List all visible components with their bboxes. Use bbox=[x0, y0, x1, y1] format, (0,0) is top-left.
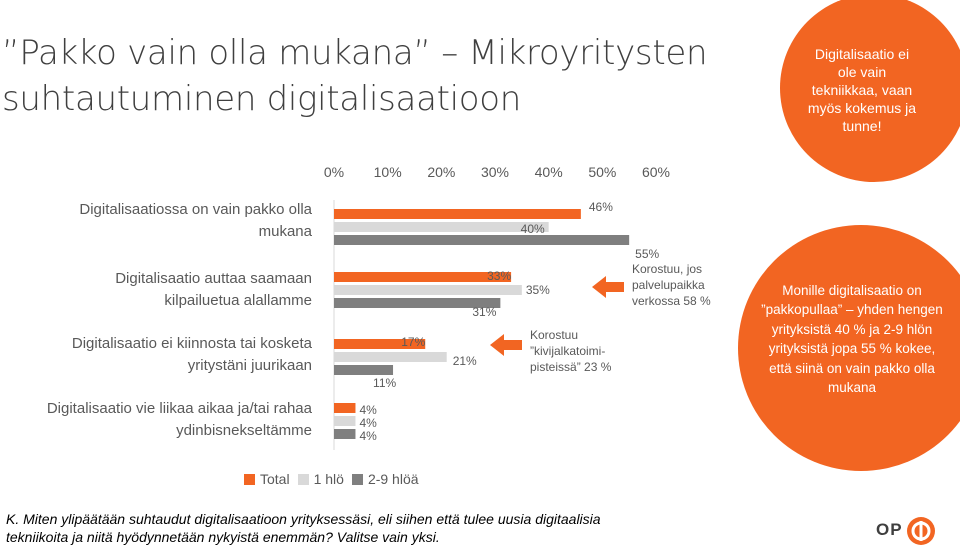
op-logo-text: OP bbox=[876, 520, 903, 539]
data-label: 40% bbox=[521, 222, 545, 236]
legend-swatch bbox=[244, 473, 255, 485]
title-line-1: ”Pakko vain olla mukana” – Mikroyrityste… bbox=[2, 33, 708, 73]
category-label: Digitalisaatiossa on vain pakko olla muka… bbox=[0, 199, 312, 243]
data-label: 33% bbox=[487, 269, 511, 283]
data-label: 46% bbox=[589, 200, 613, 214]
bar-small-firm bbox=[334, 298, 501, 308]
data-label: 31% bbox=[472, 305, 496, 319]
x-tick-label: 30% bbox=[481, 164, 509, 180]
bar-one-person bbox=[334, 416, 356, 426]
top-callout-circle bbox=[780, 0, 960, 182]
category-label: Digitalisaatio auttaa saamaan kilpailuetu… bbox=[0, 268, 312, 312]
legend-label: 2-9 hlöä bbox=[367, 471, 419, 487]
data-label: 4% bbox=[359, 403, 377, 417]
category-label-line: ydinbisnekseltämme bbox=[176, 422, 312, 439]
x-tick-label: 10% bbox=[374, 164, 402, 180]
data-label: 17% bbox=[401, 335, 425, 349]
x-tick-label: 20% bbox=[427, 164, 455, 180]
arrow-icon bbox=[490, 334, 522, 356]
bar-total bbox=[334, 272, 512, 282]
right-callout-circle bbox=[738, 225, 960, 471]
category-label-line: Digitalisaatio vie liikaa aikaa ja/tai r… bbox=[46, 400, 312, 417]
op-logo-icon bbox=[907, 517, 935, 545]
arrow-icon bbox=[592, 276, 624, 298]
data-label: 4% bbox=[359, 416, 377, 430]
x-tick-label: 0% bbox=[324, 164, 344, 180]
bar-small-firm bbox=[334, 429, 356, 439]
bar-total bbox=[334, 209, 581, 219]
x-tick-label: 60% bbox=[642, 164, 670, 180]
legend-label: Total bbox=[260, 471, 290, 487]
legend-swatch bbox=[297, 473, 309, 485]
category-label-line: Digitalisaatiossa on vain pakko olla bbox=[79, 201, 312, 218]
category-label-line: mukana bbox=[258, 223, 312, 240]
category-label-line: Digitalisaatio auttaa saamaan bbox=[115, 270, 312, 287]
bar-one-person bbox=[334, 285, 522, 295]
bar-small-firm bbox=[334, 365, 394, 375]
data-label: 4% bbox=[359, 429, 377, 443]
survey-question: K. Miten ylipäätään suhtaudut digitalisa… bbox=[6, 511, 601, 545]
data-label: 55% bbox=[635, 247, 659, 261]
chart-legend: Total 1 hlö 2-9 hlöä bbox=[244, 471, 427, 487]
callout-online-service: Korostuu, jos palvelupaikka verkossa 58 … bbox=[632, 262, 711, 308]
page-title: ”Pakko vain olla mukana” – Mikroyrityste… bbox=[2, 30, 708, 122]
bar-total bbox=[334, 403, 356, 413]
legend-item: 2-9 hlöä bbox=[351, 471, 419, 487]
bar-total bbox=[334, 339, 426, 349]
legend-item: Total bbox=[244, 471, 290, 487]
legend-label: 1 hlö bbox=[313, 471, 344, 487]
bar-one-person bbox=[334, 352, 447, 362]
bar-small-firm bbox=[334, 235, 630, 245]
x-tick-label: 50% bbox=[588, 164, 616, 180]
data-label: 35% bbox=[526, 283, 550, 297]
top-callout-text: Digitalisaatio ei ole vain tekniikkaa, v… bbox=[807, 46, 917, 134]
title-line-2: suhtautuminen digitalisaatioon bbox=[2, 79, 522, 119]
callout-physical-store: Korostuu ”kivijalkatoimi-pisteissä” 23 % bbox=[530, 328, 612, 374]
legend-swatch bbox=[351, 473, 363, 485]
data-label: 21% bbox=[453, 354, 477, 368]
x-tick-label: 40% bbox=[535, 164, 563, 180]
category-label-line: kilpailuetua alallamme bbox=[164, 292, 312, 309]
category-label: Digitalisaatio vie liikaa aikaa ja/tai r… bbox=[0, 398, 312, 442]
category-label-line: yritystäni juurikaan bbox=[187, 357, 312, 374]
legend-item: 1 hlö bbox=[297, 471, 344, 487]
right-callout-text: Monille digitalisaatio on ”pakkopullaa” … bbox=[761, 283, 943, 396]
bar-one-person bbox=[334, 222, 549, 232]
data-label: 11% bbox=[373, 376, 396, 390]
category-label-line: Digitalisaatio ei kiinnosta tai kosketa bbox=[71, 335, 312, 352]
category-label: Digitalisaatio ei kiinnosta tai kosketa y… bbox=[0, 333, 312, 377]
